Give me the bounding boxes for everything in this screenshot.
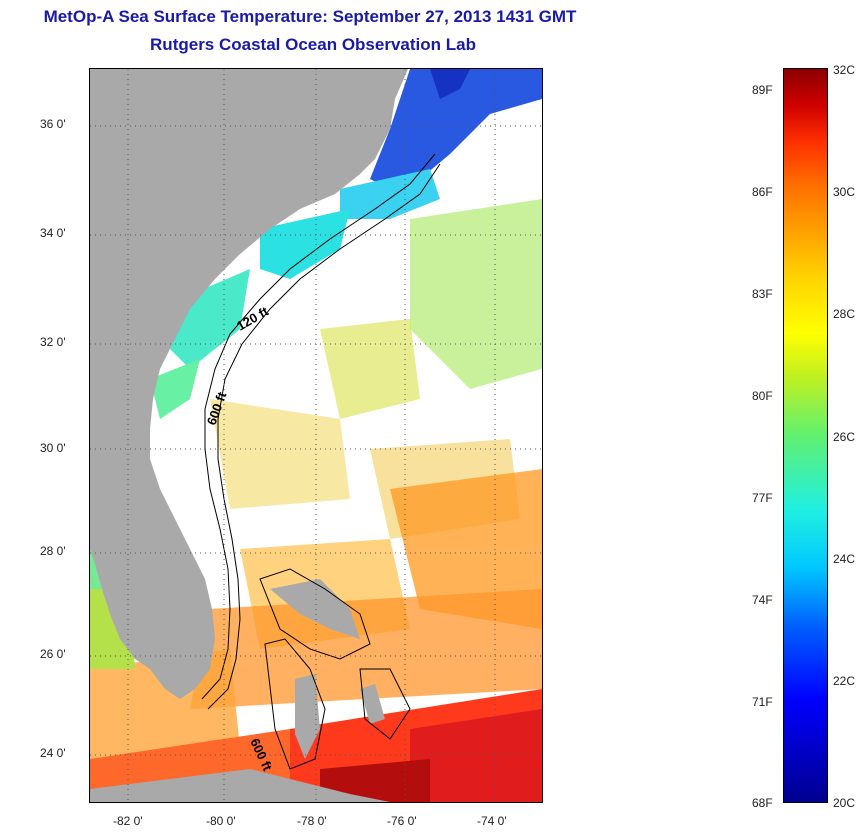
sst-map: 120 ft 600 ft 600 ft: [89, 68, 543, 803]
sst-map-drawing: 120 ft 600 ft 600 ft: [90, 69, 542, 802]
colorbar-label-68f: 68F: [752, 796, 773, 810]
colorbar-label-24c: 24C: [833, 552, 856, 566]
lon-label-82: -82 0': [113, 814, 143, 828]
lat-label-28: 28 0': [40, 544, 66, 558]
colorbar-label-28c: 28C: [833, 307, 856, 321]
lon-label-74: -74 0': [477, 814, 507, 828]
chart-subtitle: Rutgers Coastal Ocean Observation Lab: [150, 35, 476, 54]
lat-label-30: 30 0': [40, 441, 66, 455]
lat-label-26: 26 0': [40, 647, 66, 661]
graticule: [90, 69, 542, 802]
isobath-contours: [201, 153, 441, 770]
colorbar-label-86f: 86F: [752, 185, 773, 199]
sst-patches: [90, 69, 542, 802]
colorbar-label-71f: 71F: [752, 695, 773, 709]
colorbar-label-89f: 89F: [752, 83, 773, 97]
temperature-colorbar: [783, 68, 828, 803]
lat-label-36: 36 0': [40, 117, 66, 131]
colorbar-label-30c: 30C: [833, 185, 856, 199]
colorbar-label-22c: 22C: [833, 674, 856, 688]
colorbar-label-74f: 74F: [752, 593, 773, 607]
colorbar-label-77f: 77F: [752, 491, 773, 505]
colorbar-label-20c: 20C: [833, 796, 856, 810]
colorbar-label-83f: 83F: [752, 287, 773, 301]
colorbar-label-80f: 80F: [752, 389, 773, 403]
lat-label-34: 34 0': [40, 226, 66, 240]
colorbar-label-26c: 26C: [833, 430, 856, 444]
colorbar-label-32c: 32C: [833, 63, 856, 77]
lon-label-80: -80 0': [206, 814, 236, 828]
lon-label-78: -78 0': [297, 814, 327, 828]
chart-title: MetOp-A Sea Surface Temperature: Septemb…: [43, 7, 577, 26]
lat-label-24: 24 0': [40, 746, 66, 760]
land: [90, 69, 408, 802]
lon-label-76: -76 0': [387, 814, 417, 828]
lat-label-32: 32 0': [40, 335, 66, 349]
